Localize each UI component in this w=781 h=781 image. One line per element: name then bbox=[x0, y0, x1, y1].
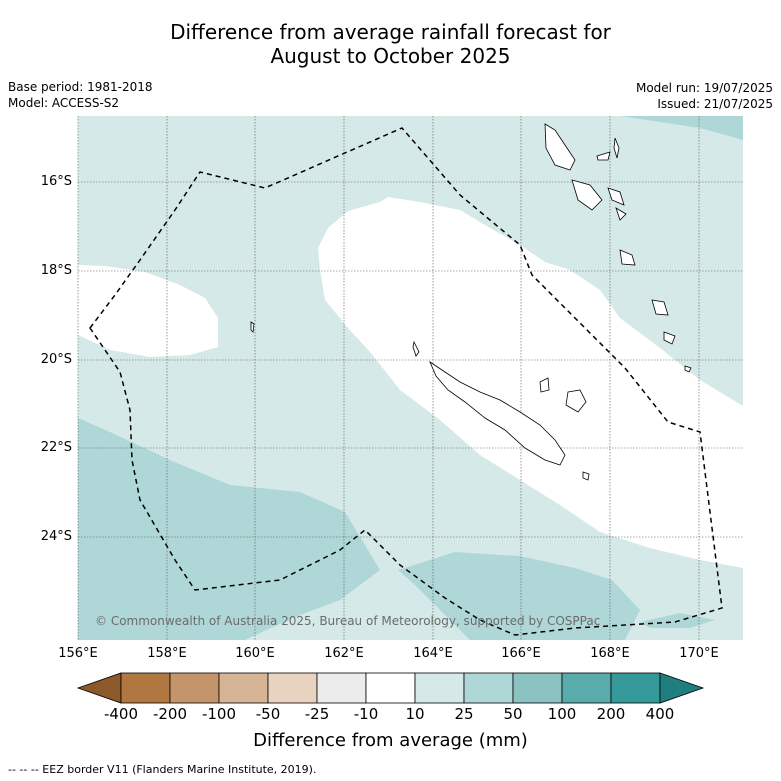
colorbar-bin bbox=[512, 672, 563, 704]
copyright-text: © Commonwealth of Australia 2025, Bureau… bbox=[95, 614, 601, 628]
colorbar-bin bbox=[218, 672, 269, 704]
longitude-tick-label: 170°E bbox=[679, 646, 719, 661]
longitude-tick-label: 156°E bbox=[58, 646, 98, 661]
colorbar-tick-label: -400 bbox=[103, 705, 139, 723]
colorbar-bin bbox=[414, 672, 465, 704]
colorbar-bin bbox=[610, 672, 661, 704]
longitude-tick-label: 166°E bbox=[501, 646, 541, 661]
colorbar-tick-label: 200 bbox=[596, 705, 626, 723]
region-25-50-southwest bbox=[78, 418, 380, 640]
longitude-tick-label: 158°E bbox=[147, 646, 187, 661]
colorbar-tick-label: 400 bbox=[645, 705, 675, 723]
colorbar-bin bbox=[267, 672, 318, 704]
chart-title: Difference from average rainfall forecas… bbox=[0, 20, 781, 68]
colorbar-bin bbox=[561, 672, 612, 704]
colorbar-tick-label: -10 bbox=[353, 705, 379, 723]
model-run-text: Model run: 19/07/2025 bbox=[635, 81, 773, 95]
title-line-2: August to October 2025 bbox=[270, 44, 511, 68]
footnote-text: -- -- -- EEZ border V11 (Flanders Marine… bbox=[8, 763, 317, 776]
longitude-tick-label: 160°E bbox=[235, 646, 275, 661]
issued-text: Issued: 21/07/2025 bbox=[657, 97, 773, 111]
longitude-tick-label: 164°E bbox=[413, 646, 453, 661]
colorbar-extend-low bbox=[76, 672, 122, 704]
title-line-1: Difference from average rainfall forecas… bbox=[170, 20, 611, 44]
latitude-tick-label: 22°S bbox=[40, 440, 72, 455]
colorbar-tick-label: 25 bbox=[454, 705, 474, 723]
base-period-text: Base period: 1981-2018 bbox=[8, 80, 153, 94]
colorbar-bin bbox=[120, 672, 171, 704]
colorbar-tick-label: -50 bbox=[255, 705, 281, 723]
metadata-left: Base period: 1981-2018 Model: ACCESS-S2 bbox=[8, 79, 153, 111]
vanuatu-coastline bbox=[544, 123, 576, 171]
latitude-tick-label: 18°S bbox=[40, 263, 72, 278]
latitude-tick-label: 20°S bbox=[40, 352, 72, 367]
colorbar-bin bbox=[316, 672, 367, 704]
metadata-right: Model run: 19/07/2025 Issued: 21/07/2025 bbox=[636, 80, 773, 112]
map-panel bbox=[77, 116, 743, 640]
colorbar-bin bbox=[169, 672, 220, 704]
colorbar bbox=[76, 672, 705, 704]
region-25-50-northeast bbox=[620, 116, 743, 140]
model-text: Model: ACCESS-S2 bbox=[8, 96, 120, 110]
new-caledonia-coastline bbox=[429, 360, 566, 466]
latitude-tick-label: 24°S bbox=[40, 529, 72, 544]
colorbar-bin bbox=[463, 672, 514, 704]
region-25-50-south bbox=[398, 552, 640, 640]
gridlines bbox=[77, 116, 743, 640]
colorbar-title: Difference from average (mm) bbox=[253, 730, 528, 751]
colorbar-tick-label: -100 bbox=[201, 705, 237, 723]
colorbar-tick-label: -200 bbox=[152, 705, 188, 723]
longitude-tick-label: 168°E bbox=[590, 646, 630, 661]
coastlines bbox=[250, 123, 692, 481]
colorbar-tick-label: 10 bbox=[405, 705, 425, 723]
colorbar-tick-label: 100 bbox=[547, 705, 577, 723]
colorbar-bin bbox=[365, 672, 416, 704]
colorbar-extend-high bbox=[659, 672, 705, 704]
latitude-tick-label: 16°S bbox=[40, 174, 72, 189]
region-near-average-central bbox=[318, 197, 743, 568]
colorbar-tick-label: 50 bbox=[503, 705, 523, 723]
eez-border bbox=[89, 127, 723, 636]
colorbar-tick-label: -25 bbox=[304, 705, 330, 723]
longitude-tick-label: 162°E bbox=[324, 646, 364, 661]
region-near-average-west bbox=[78, 265, 218, 357]
